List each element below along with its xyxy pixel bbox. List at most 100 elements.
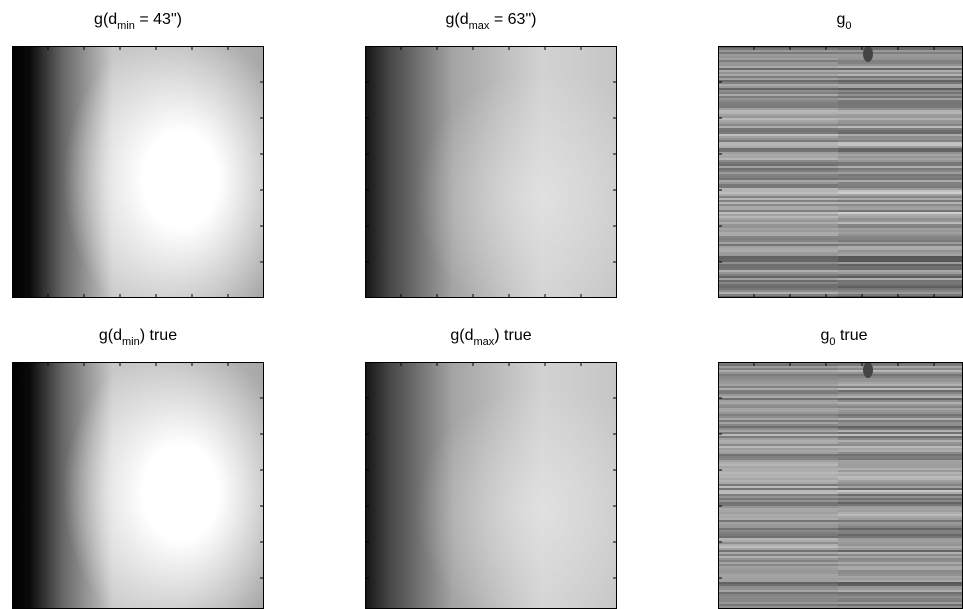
stripe bbox=[718, 118, 838, 120]
stripe bbox=[838, 112, 963, 114]
stripe bbox=[838, 124, 963, 126]
stripe bbox=[838, 592, 963, 594]
stripe bbox=[838, 204, 963, 206]
stripe bbox=[838, 428, 963, 430]
stripe bbox=[838, 372, 963, 374]
stripe bbox=[838, 294, 963, 296]
stripe bbox=[838, 258, 963, 260]
stripe bbox=[718, 452, 838, 454]
stripe bbox=[718, 560, 838, 562]
stripe bbox=[838, 130, 963, 132]
stripe bbox=[718, 284, 838, 286]
stripe bbox=[838, 176, 963, 178]
stripe bbox=[838, 550, 963, 552]
stripe bbox=[718, 294, 838, 296]
stripe bbox=[718, 442, 838, 444]
stripe bbox=[838, 370, 963, 372]
stripe bbox=[838, 52, 963, 54]
stripe bbox=[838, 134, 963, 136]
stripe bbox=[718, 378, 838, 380]
stripe bbox=[838, 64, 963, 66]
stripe bbox=[718, 454, 838, 456]
stripe bbox=[838, 284, 963, 286]
stripe bbox=[718, 164, 838, 166]
stripe bbox=[718, 124, 838, 126]
stripe bbox=[718, 200, 838, 202]
stripe bbox=[718, 446, 838, 448]
stripe bbox=[718, 556, 838, 558]
stripe bbox=[718, 540, 838, 542]
stripe bbox=[838, 218, 963, 220]
stripe bbox=[718, 80, 838, 82]
stripe bbox=[838, 86, 963, 88]
stripe bbox=[718, 518, 838, 520]
title-subscript: max bbox=[469, 20, 490, 32]
stripe bbox=[718, 530, 838, 532]
stripe bbox=[718, 246, 838, 248]
stripe bbox=[838, 456, 963, 458]
stripe bbox=[718, 72, 838, 74]
panel-title: g(dmin) true bbox=[99, 327, 177, 348]
stripe bbox=[718, 172, 838, 174]
stripe bbox=[718, 282, 838, 284]
stripe bbox=[718, 110, 838, 112]
stripe bbox=[718, 288, 838, 290]
stripe bbox=[838, 140, 963, 142]
stripe bbox=[718, 566, 838, 568]
stripe bbox=[838, 512, 963, 514]
stripe bbox=[838, 394, 963, 396]
stripe bbox=[838, 280, 963, 282]
stripe bbox=[718, 176, 838, 178]
stripe bbox=[718, 54, 838, 56]
stripe bbox=[718, 162, 838, 164]
stripe bbox=[838, 556, 963, 558]
stripe bbox=[838, 524, 963, 526]
title-text: g bbox=[820, 327, 829, 344]
stripe bbox=[718, 548, 838, 550]
title-text: ) true bbox=[494, 327, 531, 344]
stripe bbox=[838, 276, 963, 278]
stripe bbox=[718, 148, 838, 150]
stripe bbox=[838, 212, 963, 214]
stripe bbox=[718, 508, 838, 510]
stripe bbox=[718, 184, 838, 186]
stripe bbox=[718, 242, 838, 244]
stripe bbox=[838, 508, 963, 510]
stripe bbox=[838, 560, 963, 562]
stripe bbox=[838, 62, 963, 64]
stripe bbox=[838, 196, 963, 198]
panel-title: g(dmax = 63") bbox=[446, 11, 537, 32]
stripe bbox=[838, 188, 963, 190]
stripe bbox=[838, 566, 963, 568]
stripe bbox=[838, 602, 963, 604]
stripe bbox=[838, 230, 963, 232]
stripe bbox=[838, 228, 963, 230]
stripe bbox=[838, 192, 963, 194]
stripe bbox=[718, 386, 838, 388]
stripe bbox=[838, 274, 963, 276]
stripe bbox=[838, 200, 963, 202]
stripe bbox=[838, 528, 963, 530]
stripe bbox=[718, 496, 838, 498]
stripe bbox=[838, 66, 963, 68]
stripe bbox=[718, 532, 838, 534]
stripe bbox=[718, 234, 838, 236]
stripe bbox=[718, 524, 838, 526]
stripe bbox=[718, 56, 838, 58]
panel-title: g0 bbox=[836, 11, 851, 32]
stripe bbox=[838, 448, 963, 450]
title-subscript: 0 bbox=[845, 20, 851, 32]
stripe bbox=[718, 450, 838, 452]
stripe bbox=[718, 262, 838, 264]
stripe bbox=[838, 166, 963, 168]
stripe bbox=[718, 86, 838, 88]
stripe bbox=[718, 488, 838, 490]
stripe bbox=[718, 190, 838, 192]
stripe bbox=[838, 540, 963, 542]
stripe bbox=[718, 380, 838, 382]
stripe bbox=[838, 262, 963, 264]
stripe bbox=[718, 370, 838, 372]
stripe bbox=[838, 460, 963, 462]
stripe bbox=[838, 392, 963, 394]
stripe bbox=[718, 436, 838, 438]
